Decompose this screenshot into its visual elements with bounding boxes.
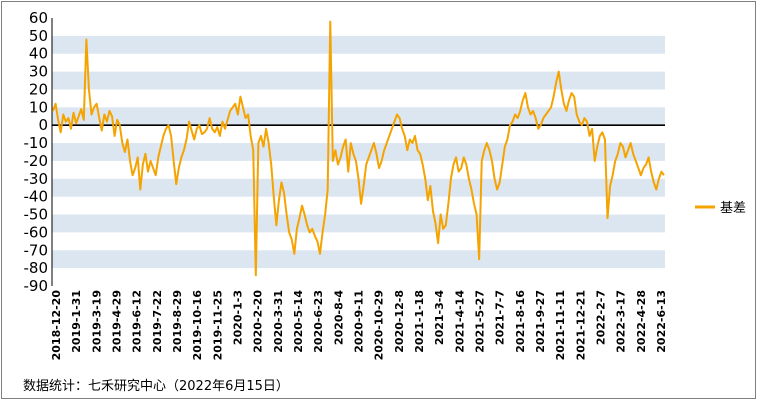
x-tick-label: 2020-9-11: [353, 290, 366, 353]
x-tick-label: 2021-4-14: [453, 290, 466, 353]
x-tick-label: 2021-5-27: [474, 290, 487, 353]
x-tick-label: 2022-4-28: [635, 290, 648, 353]
x-tick-label: 2022-2-7: [595, 290, 608, 345]
grid-band: [52, 107, 665, 126]
x-tick-label: 2020-12-8: [393, 290, 406, 353]
x-tick-label: 2021-12-21: [574, 290, 587, 360]
y-tick-label: 40: [29, 45, 48, 63]
y-tick-label: -20: [24, 152, 49, 170]
x-tick-label: 2020-8-4: [332, 290, 345, 345]
x-tick-label: 2019-11-25: [211, 290, 224, 360]
x-tick-label: 2019-7-22: [151, 290, 164, 353]
x-tick-label: 2021-7-7: [494, 290, 507, 345]
x-tick-label: 2021-11-11: [554, 290, 567, 360]
x-tick-label: 2021-3-4: [433, 290, 446, 345]
legend-label: 基差: [720, 201, 746, 216]
x-tick-label: 2019-4-29: [111, 290, 124, 353]
y-tick-label: 50: [29, 27, 48, 45]
y-tick-label: 0: [38, 116, 48, 134]
x-tick-label: 2020-2-20: [252, 290, 265, 353]
x-tick-label: 2020-1-3: [232, 290, 245, 345]
series-line-basis: [52, 20, 665, 277]
y-tick-label: 10: [29, 98, 48, 116]
y-tick-label: 30: [29, 63, 48, 81]
x-tick-label: 2019-6-12: [131, 290, 144, 353]
grid-band: [52, 71, 665, 90]
x-tick-label: 2019-10-16: [191, 290, 204, 361]
x-tick-label: 2019-1-31: [70, 290, 83, 353]
y-tick-label: -40: [24, 188, 49, 206]
grid-band: [52, 250, 665, 269]
x-tick-label: 2021-9-27: [534, 290, 547, 353]
y-tick-label: -10: [24, 134, 49, 152]
grid-band: [52, 143, 665, 161]
x-tick-label: 2022-3-17: [615, 290, 628, 353]
legend: 基差: [695, 201, 746, 216]
grid-band: [52, 214, 665, 233]
y-tick-label: -70: [24, 241, 49, 259]
y-tick-label: -90: [24, 277, 49, 295]
y-tick-label: -80: [24, 259, 49, 277]
y-tick-label: 20: [29, 80, 48, 98]
x-tick-label: 2021-1-18: [413, 290, 426, 353]
x-tick-label: 2019-8-29: [171, 290, 184, 353]
x-tick-label: 2018-12-20: [50, 290, 63, 361]
x-tick-label: 2020-10-29: [373, 290, 386, 360]
y-tick-label: -30: [24, 170, 49, 188]
x-tick-label: 2022-6-13: [655, 290, 668, 353]
grid-band: [52, 35, 665, 54]
x-axis-ticks: 2018-12-20 2019-1-31 2019-3-19 2019-4-29 201…: [50, 290, 668, 361]
x-tick-label: 2020-6-23: [312, 290, 325, 353]
x-tick-label: 2020-5-14: [292, 290, 305, 353]
x-tick-label: 2020-3-31: [272, 290, 285, 353]
x-tick-label: 2021-8-16: [514, 290, 527, 353]
source-note: 数据统计：七禾研究中心（2022年6月15日）: [23, 379, 289, 394]
y-tick-label: -50: [24, 206, 49, 224]
y-tick-label: -60: [24, 223, 49, 241]
grid-bands: [52, 35, 665, 269]
y-tick-label: 60: [29, 9, 48, 27]
x-tick-label: 2019-3-19: [90, 290, 103, 353]
